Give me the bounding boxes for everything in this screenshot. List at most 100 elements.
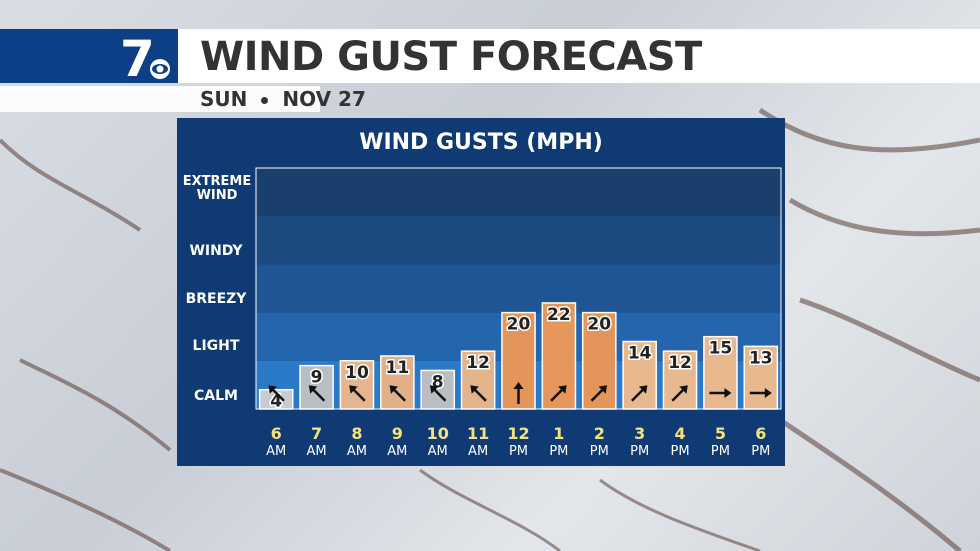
- x-tick-hour: 12: [507, 424, 530, 443]
- bar-group: 4: [258, 385, 294, 413]
- band-label-calm: CALM: [194, 388, 238, 404]
- bar: [703, 335, 738, 410]
- bar-group: 10: [339, 360, 375, 410]
- x-tick-ampm: PM: [670, 444, 690, 459]
- bar-value-label: 15: [709, 339, 733, 359]
- wind-arrow-icon: [268, 385, 285, 402]
- band-label-light: LIGHT: [192, 338, 240, 354]
- chart-title: WIND GUSTS (MPH): [359, 130, 603, 155]
- page-title: WIND GUST FORECAST: [200, 34, 702, 80]
- x-tick-label: 6 PM: [741, 424, 781, 460]
- wind-arrow-icon: [429, 385, 447, 402]
- x-tick-hour: 9: [391, 424, 403, 443]
- x-tick-hour: 4: [674, 424, 686, 443]
- x-tick-label: 7 AM: [297, 424, 337, 460]
- x-tick-label: 6 AM: [256, 424, 296, 460]
- band-extreme-wind: [256, 168, 781, 217]
- wind-arrow-icon: [749, 388, 772, 398]
- wind-arrow-icon: [513, 382, 524, 404]
- bar-group: 15: [703, 335, 738, 410]
- logo-numeral: 7: [120, 30, 155, 84]
- band-breezy: [256, 264, 781, 313]
- brand-bar: [0, 29, 178, 83]
- bar-value-label: 20: [587, 315, 611, 335]
- bar-value-label: 22: [547, 305, 571, 325]
- x-tick-ampm: AM: [427, 444, 448, 459]
- bar-group: 12: [460, 350, 496, 410]
- bar-value-label: 14: [628, 344, 652, 364]
- x-tick-hour: 11: [466, 424, 490, 443]
- x-tick-hour: 3: [634, 424, 646, 443]
- x-tick-ampm: PM: [630, 444, 650, 459]
- x-tick-hour: 1: [553, 424, 565, 443]
- station-logo: 7: [120, 30, 170, 84]
- x-tick-label: 9 AM: [377, 424, 417, 460]
- band-label-windy: WINDY: [189, 243, 243, 259]
- x-tick-label: 5 PM: [700, 424, 740, 460]
- bar-value-label: 12: [466, 353, 490, 373]
- x-tick-hour: 6: [270, 424, 282, 443]
- x-tick-label: 3 PM: [620, 424, 660, 460]
- wind-arrow-icon: [590, 385, 608, 402]
- bar-value-label: 10: [345, 363, 369, 383]
- bar-value-label: 11: [386, 358, 410, 378]
- bar-group: 22: [541, 302, 577, 410]
- wind-arrow-icon: [349, 385, 366, 402]
- x-tick-ampm: PM: [589, 444, 609, 459]
- day-label: SUN: [200, 87, 248, 111]
- bar: [339, 360, 375, 410]
- bar: [743, 345, 779, 410]
- x-tick-ampm: PM: [710, 444, 730, 459]
- bar-group: 12: [662, 350, 698, 410]
- bar: [380, 355, 415, 410]
- bar-group: 20: [501, 311, 536, 410]
- wind-arrow-icon: [709, 388, 732, 398]
- wind-arrow-icon: [550, 385, 567, 402]
- x-tick-hour: 2: [593, 424, 605, 443]
- wind-arrow-icon: [630, 385, 648, 402]
- band-label-breezy: BREEZY: [185, 291, 247, 307]
- wind-arrow-icon: [671, 385, 688, 402]
- x-tick-ampm: PM: [549, 444, 569, 459]
- x-tick-ampm: AM: [468, 444, 489, 459]
- x-tick-ampm: AM: [306, 444, 327, 459]
- bar-group: 13: [743, 345, 779, 410]
- date-label: NOV 27: [282, 87, 366, 111]
- bar: [622, 340, 657, 410]
- date-line: SUN NOV 27: [200, 86, 366, 112]
- bar: [460, 350, 496, 410]
- wind-arrow-icon: [389, 385, 407, 402]
- bar-group: 8: [420, 369, 456, 410]
- separator-dot: [261, 97, 269, 104]
- x-tick-ampm: PM: [508, 444, 529, 459]
- x-tick-ampm: PM: [751, 444, 771, 459]
- bar-value-label: 12: [668, 353, 692, 373]
- x-tick-label: 4 PM: [660, 424, 700, 460]
- x-tick-label: 10 AM: [418, 424, 458, 460]
- bar-group: 9: [299, 364, 334, 410]
- x-tick-ampm: AM: [346, 444, 367, 459]
- wind-arrow-icon: [470, 385, 487, 402]
- x-tick-label: 2 PM: [579, 424, 619, 460]
- bar-value-label: 9: [311, 368, 323, 388]
- x-tick-label: 1 PM: [539, 424, 579, 460]
- bar: [662, 350, 698, 410]
- bar-group: 14: [622, 340, 657, 410]
- band-windy: [256, 216, 781, 265]
- x-tick-hour: 6: [755, 424, 767, 443]
- bar-value-label: 13: [749, 348, 773, 368]
- bar: [258, 388, 294, 410]
- bar-value-label: 20: [507, 315, 531, 335]
- x-tick-ampm: AM: [387, 444, 408, 459]
- x-tick-label: 11 AM: [458, 424, 498, 460]
- wind-arrow-icon: [308, 385, 326, 402]
- x-tick-hour: 8: [351, 424, 363, 443]
- x-tick-hour: 5: [714, 424, 726, 443]
- bar-group: 11: [380, 355, 415, 410]
- bar: [420, 369, 456, 410]
- bar-group: 20: [581, 311, 617, 410]
- x-tick-label: 12 PM: [499, 424, 539, 460]
- x-tick-hour: 7: [310, 424, 323, 443]
